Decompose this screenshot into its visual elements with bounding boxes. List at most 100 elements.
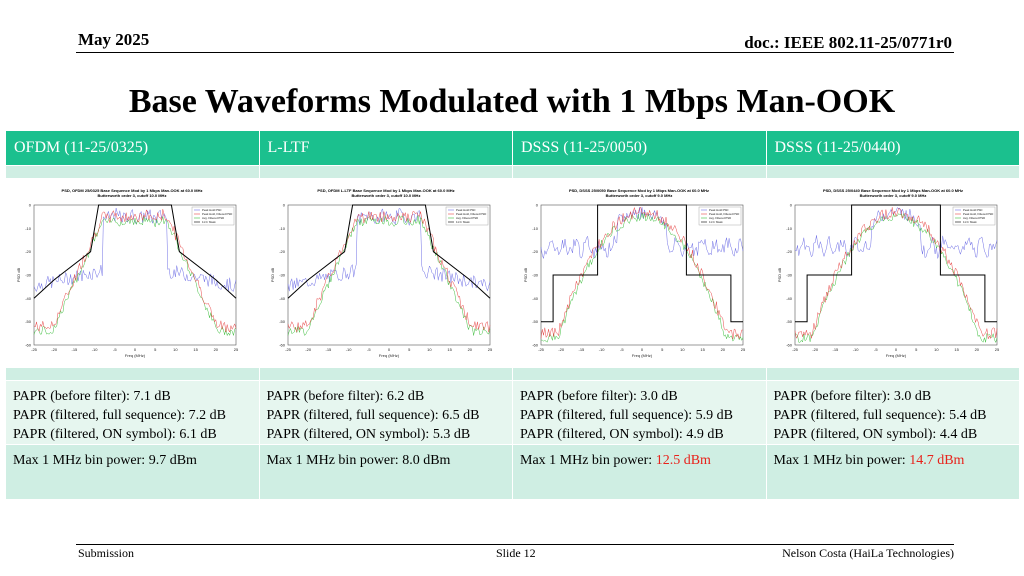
plot-cell: PSD, OFDM 25/0325 Base Sequence Mod by 1…	[5, 178, 260, 368]
x-tick-label: 25	[995, 347, 1000, 352]
legend-entry: Avg. Filtered PSD	[963, 216, 985, 220]
x-tick-label: 5	[915, 347, 918, 352]
max-power-value: 14.7 dBm	[909, 453, 965, 468]
papr-on: PAPR (filtered, ON symbol): 6.1 dB	[13, 427, 217, 442]
y-tick-label: -50	[279, 319, 286, 324]
x-tick-label: 10	[680, 347, 685, 352]
plot-title: PSD, DSSS 25/0050 Base Sequence Mod by 1…	[569, 188, 709, 193]
legend-entry: 11 hr Mask	[709, 220, 723, 224]
psd-plot: PSD, DSSS 25/0440 Base Sequence Mod by 1…	[777, 188, 1000, 358]
plot-row: PSD, OFDM 25/0325 Base Sequence Mod by 1…	[5, 178, 1020, 368]
plot-subtitle: Butterworth order 3, cutoff 9.0 MHz	[606, 193, 673, 198]
max-power-row: Max 1 MHz bin power: 9.7 dBm Max 1 MHz b…	[5, 444, 1020, 500]
x-tick-label: 5	[661, 347, 664, 352]
x-tick-label: 15	[447, 347, 452, 352]
x-tick-label: -10	[852, 347, 859, 352]
x-tick-label: 10	[173, 347, 178, 352]
x-tick-label: -25	[538, 347, 545, 352]
x-tick-label: -20	[305, 347, 312, 352]
x-tick-label: -10	[92, 347, 99, 352]
header-doc-id: doc.: IEEE 802.11-25/0771r0	[744, 33, 952, 52]
x-tick-label: 15	[954, 347, 959, 352]
peak-hold-psd-line	[794, 207, 997, 259]
psd-plot: PSD, OFDM L-LTF Base Sequence Mod by 1 M…	[270, 188, 493, 358]
max-power-cell: Max 1 MHz bin power: 14.7 dBm	[765, 444, 1020, 500]
peak-filtered-psd-line	[34, 209, 237, 333]
plot-subtitle: Butterworth order 3, cutoff 10.0 MHz	[98, 193, 167, 198]
header-divider	[76, 52, 954, 53]
header-date: May 2025	[78, 30, 150, 49]
x-tick-label: 20	[467, 347, 472, 352]
legend-entry: Avg. Filtered PSD	[202, 216, 224, 220]
waveform-table: OFDM (11-25/0325) L-LTF DSSS (11-25/0050…	[5, 130, 1020, 500]
footer-slide-number: Slide 12	[496, 546, 536, 560]
y-tick-label: 0	[283, 203, 286, 208]
y-tick-label: -60	[786, 343, 793, 348]
footer-submission: Submission	[78, 546, 135, 560]
papr-full: PAPR (filtered, full sequence): 5.4 dB	[773, 408, 987, 423]
y-tick-label: -60	[279, 343, 286, 348]
x-axis-label: Freq (MHz)	[125, 353, 146, 358]
x-axis-label: Freq (MHz)	[632, 353, 653, 358]
plot-title: PSD, OFDM 25/0325 Base Sequence Mod by 1…	[62, 188, 203, 193]
plot-axes	[33, 204, 237, 346]
spectral-mask-line	[794, 204, 997, 323]
papr-full: PAPR (filtered, full sequence): 5.9 dB	[520, 408, 733, 423]
y-tick-label: 0	[790, 203, 793, 208]
y-tick-label: -20	[25, 249, 32, 254]
y-tick-label: -50	[532, 319, 539, 324]
spacer-row	[5, 367, 1020, 381]
peak-hold-psd-line	[541, 207, 744, 260]
y-tick-label: -40	[279, 296, 286, 301]
max-power-cell: Max 1 MHz bin power: 12.5 dBm	[512, 444, 767, 500]
spectral-mask-line	[541, 204, 744, 323]
legend-entry: 11 hr Mask	[456, 220, 470, 224]
y-axis-label: PSD dB	[777, 268, 782, 283]
y-axis-label: PSD dB	[270, 268, 275, 283]
slide-title: Base Waveforms Modulated with 1 Mbps Man…	[128, 83, 896, 120]
legend-entry: Avg. Filtered PSD	[456, 216, 478, 220]
x-tick-label: -20	[52, 347, 59, 352]
max-power-label: Max 1 MHz bin power:	[520, 453, 656, 468]
max-power-value: 12.5 dBm	[655, 453, 711, 468]
plot-cell: PSD, DSSS 25/0050 Base Sequence Mod by 1…	[512, 178, 767, 368]
spacer-row	[5, 165, 1020, 179]
legend-entry: Peak Hold, Filtered PSD	[456, 212, 486, 216]
legend-entry: Peak Hold PSD	[202, 208, 221, 212]
x-tick-label: -5	[620, 347, 624, 352]
spectral-mask-line	[33, 204, 237, 299]
legend-entry: Peak Hold, Filtered PSD	[963, 212, 993, 216]
plot-title: PSD, DSSS 25/0440 Base Sequence Mod by 1…	[823, 188, 963, 193]
x-tick-label: 10	[934, 347, 939, 352]
legend-entry: Avg. Filtered PSD	[709, 216, 731, 220]
y-tick-label: -60	[532, 343, 539, 348]
x-tick-label: -5	[113, 347, 117, 352]
y-tick-label: -30	[786, 273, 793, 278]
papr-on: PAPR (filtered, ON symbol): 5.3 dB	[266, 427, 471, 442]
papr-row: PAPR (before filter): 7.1 dB PAPR (filte…	[5, 380, 1020, 445]
peak-filtered-psd-line	[794, 207, 997, 340]
legend-entry: Peak Hold PSD	[963, 208, 982, 212]
psd-plot: PSD, DSSS 25/0050 Base Sequence Mod by 1…	[523, 188, 746, 358]
max-power-value: 9.7 dBm	[148, 453, 197, 468]
papr-cell: PAPR (before filter): 3.0 dB PAPR (filte…	[512, 380, 767, 445]
y-tick-label: -10	[786, 226, 793, 231]
y-tick-label: -40	[532, 296, 539, 301]
papr-before: PAPR (before filter): 7.1 dB	[13, 389, 171, 404]
legend-entry: 11 hr Mask	[963, 220, 977, 224]
legend-entry: Peak Hold PSD	[456, 208, 475, 212]
max-power-label: Max 1 MHz bin power:	[13, 453, 149, 468]
x-tick-label: -20	[812, 347, 819, 352]
x-tick-label: 20	[214, 347, 219, 352]
y-tick-label: -40	[25, 296, 32, 301]
column-heading: DSSS (11-25/0050)	[512, 130, 767, 166]
y-tick-label: -50	[25, 319, 32, 324]
x-tick-label: 5	[154, 347, 157, 352]
x-tick-label: 0	[134, 347, 137, 352]
y-tick-label: -20	[279, 249, 286, 254]
plot-cell: PSD, OFDM L-LTF Base Sequence Mod by 1 M…	[258, 178, 513, 368]
column-heading: L-LTF	[258, 130, 513, 166]
x-tick-label: -15	[579, 347, 586, 352]
y-tick-label: -30	[25, 273, 32, 278]
